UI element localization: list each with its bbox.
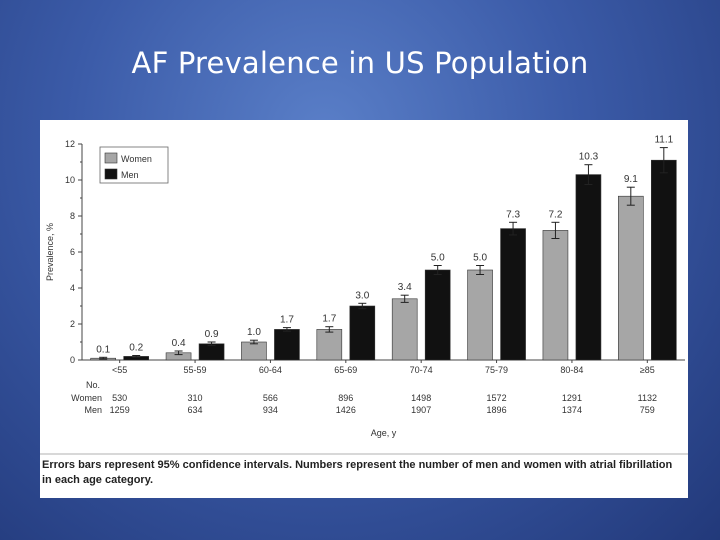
bar-women	[241, 341, 267, 361]
x-tick-label: 75-79	[485, 365, 508, 375]
data-label: 1.7	[280, 315, 294, 326]
counts-row-label: Women	[71, 393, 102, 403]
bar-men	[274, 329, 300, 361]
data-label: 11.1	[654, 135, 673, 146]
counts-header: No.	[86, 380, 100, 390]
data-label: 5.0	[473, 253, 487, 264]
counts-cell: 1291	[562, 393, 582, 403]
counts-row-label: Men	[84, 405, 102, 415]
data-label: 1.7	[322, 314, 336, 325]
data-label: 0.1	[96, 344, 110, 355]
y-tick-label: 2	[70, 319, 75, 329]
counts-cell: 1907	[411, 405, 431, 415]
figure-caption: Errors bars represent 95% confidence int…	[42, 459, 673, 486]
x-tick-label: <55	[112, 365, 127, 375]
x-tick-label: 60-64	[259, 365, 282, 375]
counts-cell: 566	[263, 393, 278, 403]
data-label: 0.2	[129, 343, 143, 354]
y-tick-label: 0	[70, 355, 75, 365]
x-tick-label: 65-69	[334, 365, 357, 375]
x-axis-label: Age, y	[371, 428, 397, 438]
y-tick-label: 12	[65, 139, 75, 149]
counts-cell: 896	[338, 393, 353, 403]
legend-label: Women	[121, 154, 152, 164]
counts-cell: 1259	[110, 405, 130, 415]
data-label: 0.4	[172, 338, 186, 349]
bar-men	[424, 269, 451, 361]
bar-women	[618, 195, 644, 361]
bar-men	[575, 174, 602, 361]
counts-cell: 1374	[562, 405, 582, 415]
counts-cell: 759	[640, 405, 655, 415]
bar-men	[651, 159, 677, 361]
y-tick-label: 4	[70, 283, 75, 293]
bar-chart: 0 2 4 6 8 10 12 Prevalence, % 0.1 0.2 <55 0.4 0.9 55-…	[40, 135, 688, 455]
data-label: 9.1	[624, 174, 638, 185]
bar-women	[391, 298, 418, 361]
counts-cell: 634	[188, 405, 203, 415]
x-tick-label: 55-59	[184, 365, 207, 375]
legend-swatch-women	[104, 152, 118, 164]
counts-cell: 1426	[336, 405, 356, 415]
bar-men	[349, 305, 376, 361]
y-tick-label: 6	[70, 247, 75, 257]
y-axis-label: Prevalence, %	[45, 223, 55, 281]
counts-cell: 310	[188, 393, 203, 403]
y-tick-label: 8	[70, 211, 75, 221]
legend-label: Men	[121, 170, 139, 180]
x-tick-label: 70-74	[410, 365, 433, 375]
data-label: 5.0	[431, 253, 445, 264]
data-label: 10.3	[579, 152, 599, 163]
data-label: 0.9	[205, 329, 219, 340]
slide-title: AF Prevalence in US Population	[131, 46, 589, 80]
y-tick-label: 10	[65, 175, 75, 185]
x-tick-label: ≥85	[640, 365, 655, 375]
chart-figure: 0 2 4 6 8 10 12 Prevalence, % 0.1 0.2 <55 0.4 0.9 55-…	[40, 120, 688, 498]
legend-swatch-men	[104, 168, 118, 180]
bar-men	[198, 343, 225, 361]
counts-cell: 1572	[487, 393, 507, 403]
data-label: 3.0	[355, 290, 369, 301]
data-label: 7.3	[506, 209, 520, 220]
data-label: 7.2	[548, 209, 562, 220]
counts-cell: 1896	[487, 405, 507, 415]
bar-women	[542, 230, 569, 361]
counts-cell: 1498	[411, 393, 431, 403]
counts-cell: 530	[112, 393, 127, 403]
bar-men	[500, 228, 526, 361]
bar-women	[316, 329, 343, 361]
data-label: 1.0	[247, 327, 261, 338]
x-tick-label: 80-84	[560, 365, 583, 375]
counts-cell: 934	[263, 405, 278, 415]
counts-cell: 1132	[638, 393, 657, 403]
data-label: 3.4	[398, 282, 412, 293]
bar-women	[467, 269, 493, 361]
